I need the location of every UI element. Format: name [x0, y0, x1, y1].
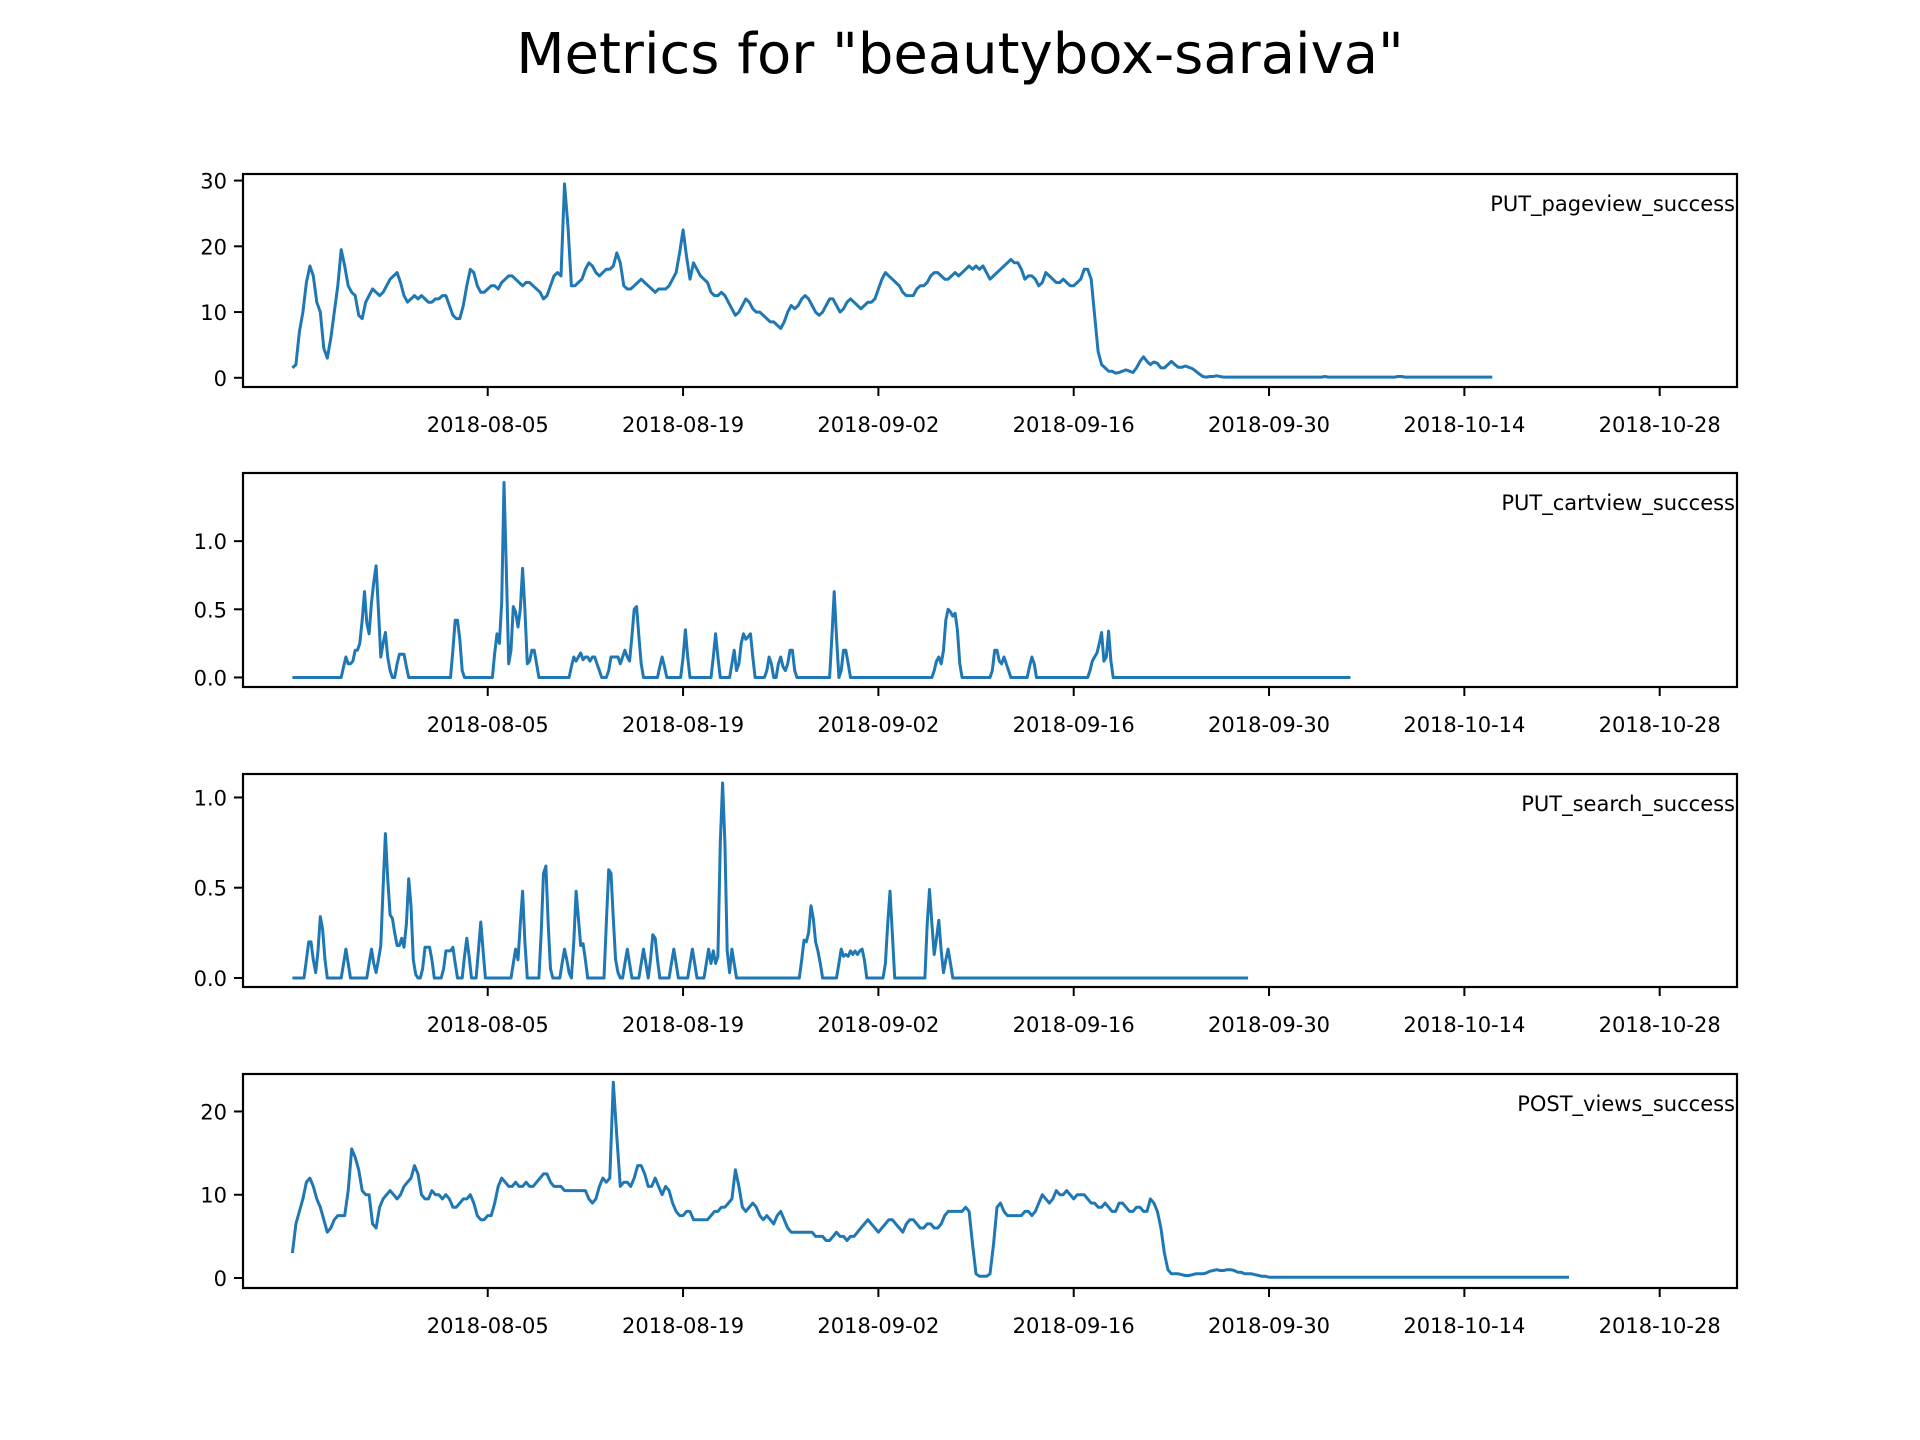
x-tick-label: 2018-09-16	[1013, 713, 1135, 737]
figure-title: Metrics for "beautybox-saraiva"	[516, 22, 1404, 87]
series-line	[291, 182, 1493, 379]
y-tick-label: 0.0	[194, 967, 227, 991]
x-tick-label: 2018-08-19	[622, 413, 744, 437]
x-tick-label: 2018-10-14	[1403, 713, 1525, 737]
x-tick-label: 2018-08-05	[427, 713, 549, 737]
y-tick-label: 0	[214, 367, 227, 391]
y-tick-label: 1.0	[194, 530, 227, 554]
x-tick-label: 2018-08-19	[622, 713, 744, 737]
y-tick-label: 0.5	[194, 598, 227, 622]
subplot-views: 2018-08-05 2018-08-19 2018-09-02 2018-09-16…	[200, 1072, 1739, 1338]
axes-frame	[241, 772, 1739, 989]
x-tick-label: 2018-09-16	[1013, 1013, 1135, 1037]
x-tick-label: 2018-10-28	[1599, 1314, 1721, 1338]
x-tick-label: 2018-08-05	[427, 1013, 549, 1037]
x-tick-label: 2018-09-02	[817, 1314, 939, 1338]
axes-frame	[241, 471, 1739, 689]
subplot-cartview: 2018-08-05 2018-08-19 2018-09-02 2018-09-16…	[194, 471, 1739, 737]
series-label: POST_views_success	[1517, 1092, 1735, 1117]
x-tick-label: 2018-09-30	[1208, 1013, 1330, 1037]
subplot-pageview: 2018-08-05 2018-08-19 2018-09-02 2018-09-16…	[200, 170, 1739, 437]
x-tick-label: 2018-09-16	[1013, 413, 1135, 437]
y-tick-label: 1.0	[194, 786, 227, 810]
x-tick-label: 2018-08-05	[427, 1314, 549, 1338]
y-tick-label: 0.0	[194, 666, 227, 690]
x-tick-label: 2018-09-30	[1208, 713, 1330, 737]
y-tick-label: 10	[200, 301, 227, 325]
x-tick-label: 2018-09-16	[1013, 1314, 1135, 1338]
x-tick-label: 2018-10-14	[1403, 1314, 1525, 1338]
x-tick-label: 2018-08-19	[622, 1013, 744, 1037]
x-tick-label: 2018-09-02	[817, 413, 939, 437]
series-line	[292, 781, 1249, 980]
series-line	[290, 1080, 1569, 1279]
y-tick-label: 0	[214, 1267, 227, 1291]
series-label: PUT_pageview_success	[1490, 192, 1735, 217]
x-tick-label: 2018-09-30	[1208, 413, 1330, 437]
axes-frame	[241, 172, 1739, 389]
axes-frame	[241, 1072, 1739, 1290]
x-tick-label: 2018-10-14	[1403, 1013, 1525, 1037]
subplot-search: 2018-08-05 2018-08-19 2018-09-02 2018-09-16…	[194, 772, 1739, 1037]
series-line	[292, 481, 1351, 679]
x-tick-label: 2018-09-30	[1208, 1314, 1330, 1338]
y-tick-label: 20	[200, 235, 227, 259]
x-tick-label: 2018-08-19	[622, 1314, 744, 1338]
x-tick-label: 2018-08-05	[427, 413, 549, 437]
y-tick-label: 30	[200, 170, 227, 194]
y-tick-label: 20	[200, 1100, 227, 1124]
x-tick-label: 2018-10-28	[1599, 1013, 1721, 1037]
x-tick-label: 2018-09-02	[817, 1013, 939, 1037]
x-tick-label: 2018-10-28	[1599, 713, 1721, 737]
x-tick-label: 2018-09-02	[817, 713, 939, 737]
x-tick-label: 2018-10-28	[1599, 413, 1721, 437]
x-tick-label: 2018-10-14	[1403, 413, 1525, 437]
series-label: PUT_search_success	[1521, 792, 1735, 817]
series-label: PUT_cartview_success	[1501, 491, 1735, 516]
y-tick-label: 10	[200, 1184, 227, 1208]
y-tick-label: 0.5	[194, 877, 227, 901]
